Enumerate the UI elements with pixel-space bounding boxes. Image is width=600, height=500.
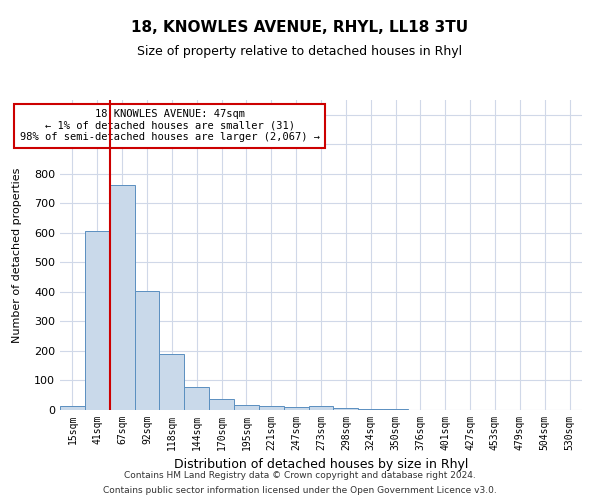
Bar [160,354,184,410]
Text: Size of property relative to detached houses in Rhyl: Size of property relative to detached ho… [137,45,463,58]
Bar [184,387,209,410]
Bar [259,406,284,410]
X-axis label: Distribution of detached houses by size in Rhyl: Distribution of detached houses by size … [174,458,468,471]
Text: 18, KNOWLES AVENUE, RHYL, LL18 3TU: 18, KNOWLES AVENUE, RHYL, LL18 3TU [131,20,469,35]
Bar [234,404,259,410]
Bar [358,409,383,410]
Bar [209,399,234,410]
Text: Contains HM Land Registry data © Crown copyright and database right 2024.: Contains HM Land Registry data © Crown c… [124,471,476,480]
Y-axis label: Number of detached properties: Number of detached properties [11,168,22,342]
Bar [308,406,334,410]
Bar [134,291,160,410]
Text: Contains public sector information licensed under the Open Government Licence v3: Contains public sector information licen… [103,486,497,495]
Text: 18 KNOWLES AVENUE: 47sqm
← 1% of detached houses are smaller (31)
98% of semi-de: 18 KNOWLES AVENUE: 47sqm ← 1% of detache… [20,110,320,142]
Bar [110,184,134,410]
Bar [85,232,110,410]
Bar [334,408,358,410]
Bar [60,406,85,410]
Bar [284,407,308,410]
